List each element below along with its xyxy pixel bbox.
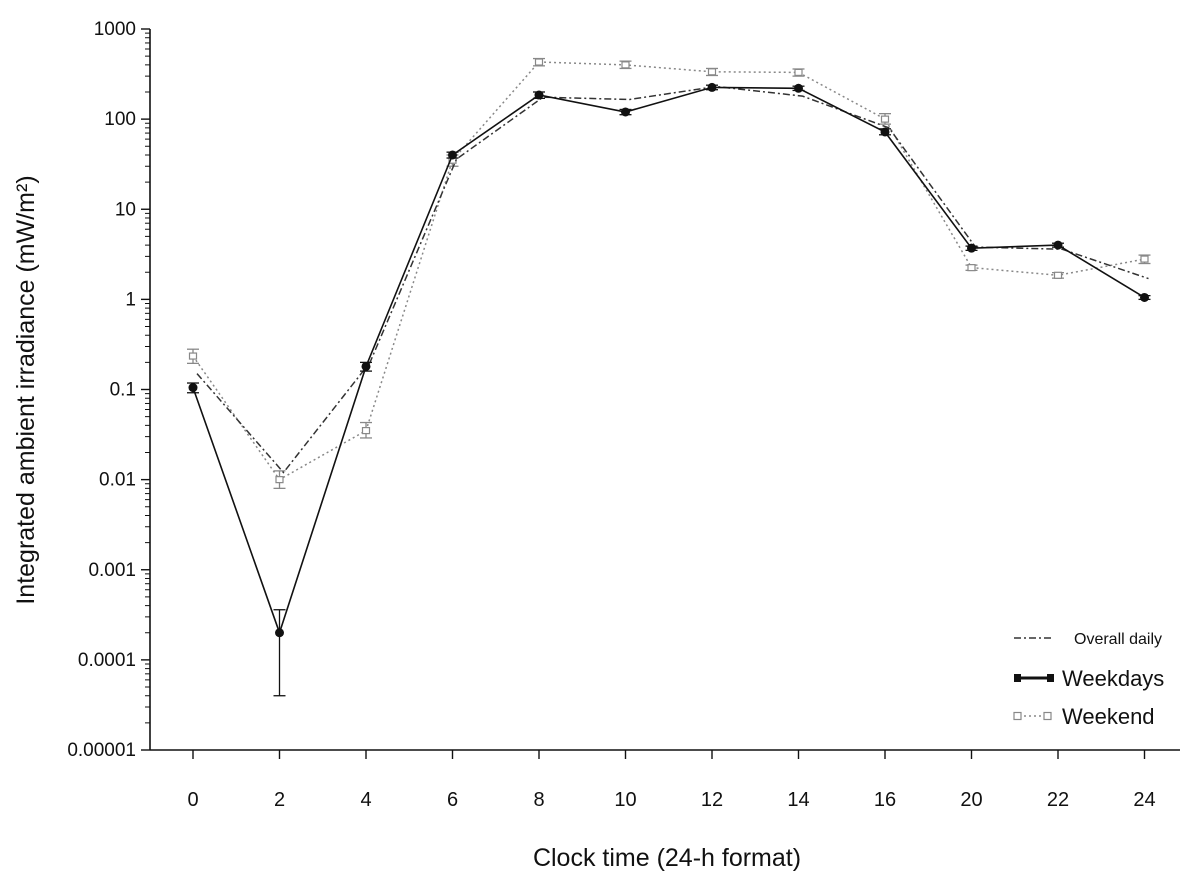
data-point <box>1053 240 1063 250</box>
y-tick-label: 1 <box>125 289 136 310</box>
data-point <box>880 127 890 137</box>
x-tick-label: 20 <box>960 789 982 811</box>
data-point <box>880 115 890 123</box>
series-weekend <box>187 57 1151 490</box>
x-tick-label: 8 <box>533 789 544 811</box>
data-point <box>707 68 717 76</box>
y-tick-label: 0.0001 <box>78 650 136 671</box>
data-point <box>188 383 198 393</box>
x-tick-label: 10 <box>614 789 636 811</box>
y-tick-label: 0.001 <box>88 560 136 581</box>
series-overall-daily <box>196 85 1149 474</box>
y-tick-label: 0.01 <box>99 470 136 491</box>
x-axis-title: Clock time (24-h format) <box>533 844 801 872</box>
data-point <box>448 150 457 160</box>
legend-item-weekend: Weekend <box>1013 704 1155 729</box>
data-point <box>361 361 371 371</box>
data-point <box>275 476 284 484</box>
x-tick-label: 14 <box>787 789 809 811</box>
y-tick-label: 1000 <box>94 19 136 40</box>
data-point <box>1053 271 1063 279</box>
legend-label: Overall daily <box>1074 631 1162 648</box>
y-tick-label: 10 <box>115 199 136 220</box>
data-point <box>621 107 630 117</box>
y-tick-label: 100 <box>104 109 136 130</box>
x-tick-label: 12 <box>701 789 723 811</box>
data-point <box>967 264 976 272</box>
series-line <box>192 61 1145 481</box>
series-layer <box>187 57 1151 697</box>
series-line <box>196 85 1149 474</box>
y-tick-label: 0.1 <box>110 380 136 401</box>
data-point <box>188 352 198 360</box>
x-tick-label: 2 <box>274 789 285 811</box>
legend-marker <box>1014 674 1021 682</box>
data-point <box>534 90 544 100</box>
data-point <box>1140 255 1149 263</box>
legend-marker <box>1043 711 1052 721</box>
legend-item-overall-daily: Overall daily <box>1014 631 1162 648</box>
x-tick-label: 6 <box>447 789 458 811</box>
legend-marker <box>1013 711 1022 721</box>
legend-label: Weekdays <box>1062 666 1164 691</box>
x-tick-label: 0 <box>187 789 198 811</box>
data-point <box>621 61 630 69</box>
data-point <box>361 426 371 435</box>
legend-item-weekdays: Weekdays <box>1014 666 1164 691</box>
legend-marker <box>1047 674 1054 682</box>
x-tick-label: 16 <box>874 789 896 811</box>
data-point <box>534 58 544 66</box>
x-tick-label: 4 <box>360 789 371 811</box>
data-point <box>794 83 803 93</box>
x-tick-label: 22 <box>1047 789 1069 811</box>
data-point <box>967 243 976 253</box>
data-point <box>275 628 284 638</box>
data-point <box>794 68 803 76</box>
data-point <box>707 82 717 92</box>
y-axis-title: Integrated ambient irradiance (mW/m²) <box>12 175 40 604</box>
data-point <box>1140 292 1149 302</box>
series-weekdays <box>187 82 1151 697</box>
x-tick-label: 24 <box>1133 789 1155 811</box>
legend-label: Weekend <box>1062 704 1155 729</box>
y-tick-label: 0.00001 <box>67 740 136 761</box>
series-line <box>192 86 1145 636</box>
legend: Overall daily Weekdays Weekend <box>1013 631 1164 729</box>
